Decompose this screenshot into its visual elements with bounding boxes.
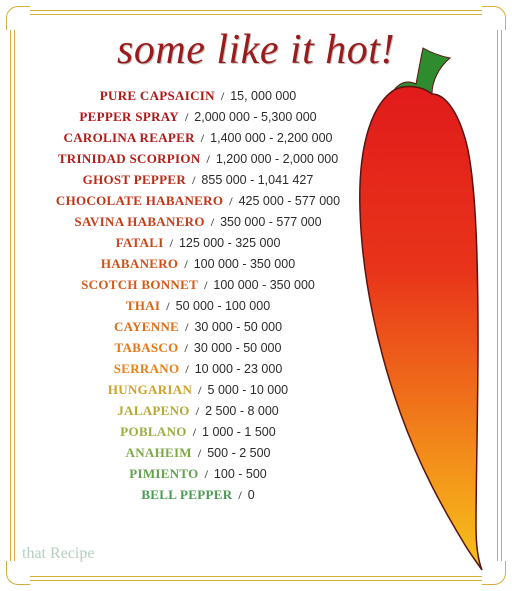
- separator: /: [184, 257, 187, 272]
- pepper-name: CAYENNE: [114, 319, 179, 335]
- pepper-name: HABANERO: [101, 256, 179, 272]
- separator: /: [196, 404, 199, 419]
- pepper-row: BELL PEPPER / 0: [28, 487, 368, 503]
- pepper-value: 2 500 - 8 000: [205, 404, 279, 418]
- pepper-name: PEPPER SPRAY: [79, 109, 179, 125]
- pepper-value: 2,000 000 - 5,300 000: [194, 110, 316, 124]
- separator: /: [185, 110, 188, 125]
- pepper-value: 10 000 - 23 000: [195, 362, 283, 376]
- separator: /: [238, 488, 241, 503]
- pepper-row: TRINIDAD SCORPION / 1,200 000 - 2,000 000: [28, 151, 368, 167]
- pepper-name: GHOST PEPPER: [83, 172, 186, 188]
- pepper-value: 30 000 - 50 000: [194, 320, 282, 334]
- pepper-row: CAROLINA REAPER / 1,400 000 - 2,200 000: [28, 130, 368, 146]
- pepper-value: 855 000 - 1,041 427: [201, 173, 313, 187]
- pepper-name: PURE CAPSAICIN: [100, 88, 215, 104]
- pepper-row: PIMIENTO / 100 - 500: [28, 466, 368, 482]
- pepper-name: POBLANO: [120, 424, 186, 440]
- pepper-row: SAVINA HABANERO / 350 000 - 577 000: [28, 214, 368, 230]
- pepper-value: 1,400 000 - 2,200 000: [210, 131, 332, 145]
- pepper-value: 15, 000 000: [230, 89, 296, 103]
- pepper-value: 425 000 - 577 000: [239, 194, 340, 208]
- separator: /: [185, 320, 188, 335]
- pepper-value: 30 000 - 50 000: [194, 341, 282, 355]
- separator: /: [185, 362, 188, 377]
- pepper-row: PEPPER SPRAY / 2,000 000 - 5,300 000: [28, 109, 368, 125]
- pepper-row: THAI / 50 000 - 100 000: [28, 298, 368, 314]
- pepper-row: CAYENNE / 30 000 - 50 000: [28, 319, 368, 335]
- separator: /: [198, 383, 201, 398]
- separator: /: [170, 236, 173, 251]
- pepper-value: 350 000 - 577 000: [220, 215, 321, 229]
- pepper-name: CAROLINA REAPER: [64, 130, 195, 146]
- pepper-value: 500 - 2 500: [207, 446, 270, 460]
- pepper-row: SCOTCH BONNET / 100 000 - 350 000: [28, 277, 368, 293]
- pepper-row: CHOCOLATE HABANERO / 425 000 - 577 000: [28, 193, 368, 209]
- pepper-list: PURE CAPSAICIN / 15, 000 000 PEPPER SPRAY / 2…: [28, 88, 368, 503]
- pepper-row: JALAPENO / 2 500 - 8 000: [28, 403, 368, 419]
- pepper-value: 0: [248, 488, 255, 502]
- separator: /: [193, 425, 196, 440]
- watermark: that Recipe: [22, 545, 94, 563]
- pepper-value: 1,200 000 - 2,000 000: [216, 152, 338, 166]
- pepper-name: CHOCOLATE HABANERO: [56, 193, 223, 209]
- pepper-name: FATALI: [116, 235, 164, 251]
- separator: /: [192, 173, 195, 188]
- pepper-name: PIMIENTO: [129, 466, 198, 482]
- pepper-row: TABASCO / 30 000 - 50 000: [28, 340, 368, 356]
- separator: /: [207, 152, 210, 167]
- pepper-name: JALAPENO: [117, 403, 189, 419]
- pepper-value: 50 000 - 100 000: [176, 299, 271, 313]
- chili-pepper-icon: [328, 40, 498, 580]
- pepper-value: 100 000 - 350 000: [194, 257, 295, 271]
- pepper-value: 1 000 - 1 500: [202, 425, 276, 439]
- separator: /: [185, 341, 188, 356]
- pepper-row: ANAHEIM / 500 - 2 500: [28, 445, 368, 461]
- separator: /: [166, 299, 169, 314]
- frame-corner: [6, 561, 30, 585]
- separator: /: [229, 194, 232, 209]
- pepper-name: SAVINA HABANERO: [74, 214, 204, 230]
- pepper-name: THAI: [126, 298, 160, 314]
- separator: /: [204, 278, 207, 293]
- separator: /: [201, 131, 204, 146]
- separator: /: [221, 89, 224, 104]
- separator: /: [211, 215, 214, 230]
- pepper-name: BELL PEPPER: [141, 487, 232, 503]
- pepper-name: TRINIDAD SCORPION: [58, 151, 201, 167]
- pepper-row: POBLANO / 1 000 - 1 500: [28, 424, 368, 440]
- pepper-name: SCOTCH BONNET: [81, 277, 198, 293]
- pepper-value: 5 000 - 10 000: [208, 383, 289, 397]
- pepper-value: 100 - 500: [214, 467, 267, 481]
- pepper-row: SERRANO / 10 000 - 23 000: [28, 361, 368, 377]
- pepper-name: SERRANO: [114, 361, 180, 377]
- pepper-name: ANAHEIM: [126, 445, 192, 461]
- pepper-row: HUNGARIAN / 5 000 - 10 000: [28, 382, 368, 398]
- pepper-name: HUNGARIAN: [108, 382, 192, 398]
- separator: /: [205, 467, 208, 482]
- separator: /: [198, 446, 201, 461]
- pepper-value: 125 000 - 325 000: [179, 236, 280, 250]
- pepper-row: GHOST PEPPER / 855 000 - 1,041 427: [28, 172, 368, 188]
- pepper-name: TABASCO: [115, 340, 179, 356]
- pepper-value: 100 000 - 350 000: [213, 278, 314, 292]
- pepper-row: HABANERO / 100 000 - 350 000: [28, 256, 368, 272]
- pepper-row: PURE CAPSAICIN / 15, 000 000: [28, 88, 368, 104]
- pepper-row: FATALI / 125 000 - 325 000: [28, 235, 368, 251]
